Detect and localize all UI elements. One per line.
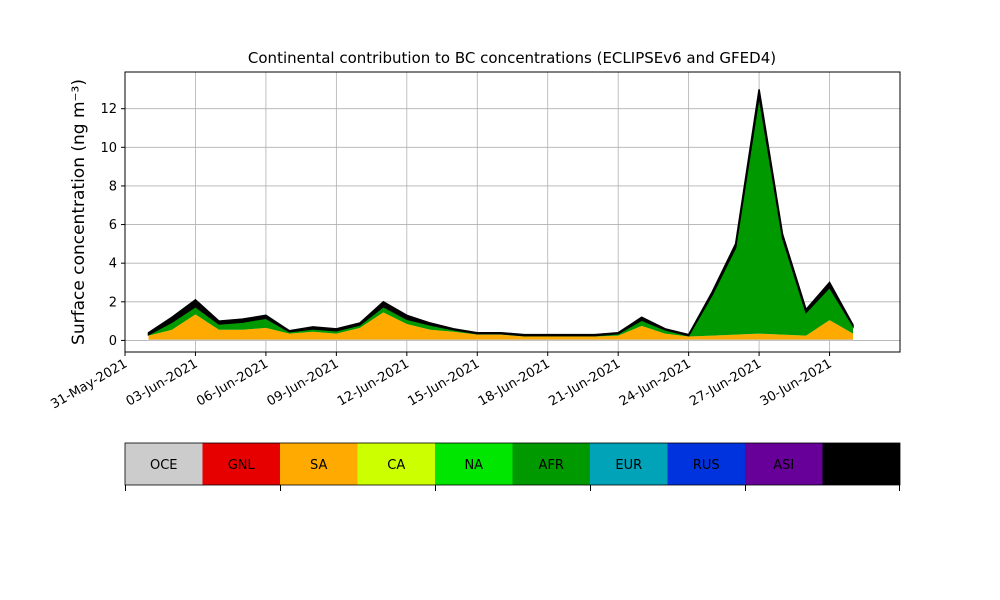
y-tick-label: 0 [109,334,117,349]
y-axis-label: Surface concentration (ng m⁻³) [69,79,89,345]
legend-swatch [280,443,358,485]
legend-swatch [667,443,745,485]
y-tick-label: 2 [109,295,117,310]
legend: OCE GNL SA CA NA AFR EUR RUS ASI AUS [124,442,901,486]
y-tick-label: 8 [109,179,117,194]
chart-title: Continental contribution to BC concentra… [248,49,776,67]
area [148,96,854,337]
legend-frame [124,442,901,486]
legend-label: NA [464,458,483,473]
plot-frame [124,71,901,353]
area [148,312,854,340]
legend-swatch [512,443,590,485]
legend-label: AFR [539,458,564,473]
legend-label: CA [387,458,405,473]
legend-label: EUR [615,458,642,473]
legend-swatch [125,443,203,485]
y-tick-label: 4 [109,257,117,272]
legend-ticks [125,485,900,491]
legend-label: RUS [693,458,720,473]
legend-swatch [357,443,435,485]
legend-label: AUS [848,458,875,473]
legend-swatch [822,443,900,485]
legend-label: ASI [773,458,794,473]
area [148,339,854,341]
y-tick-label: 10 [100,141,117,156]
legend-label: SA [310,458,327,473]
y-tick-label: 6 [109,218,117,233]
legend-label: GNL [228,458,256,473]
legend-swatch [745,443,823,485]
legend-swatch [590,443,668,485]
area [147,89,854,337]
legend-swatch [435,443,513,485]
legend-label: OCE [150,458,178,473]
y-tick-label: 12 [100,102,117,117]
legend-swatch [202,443,280,485]
